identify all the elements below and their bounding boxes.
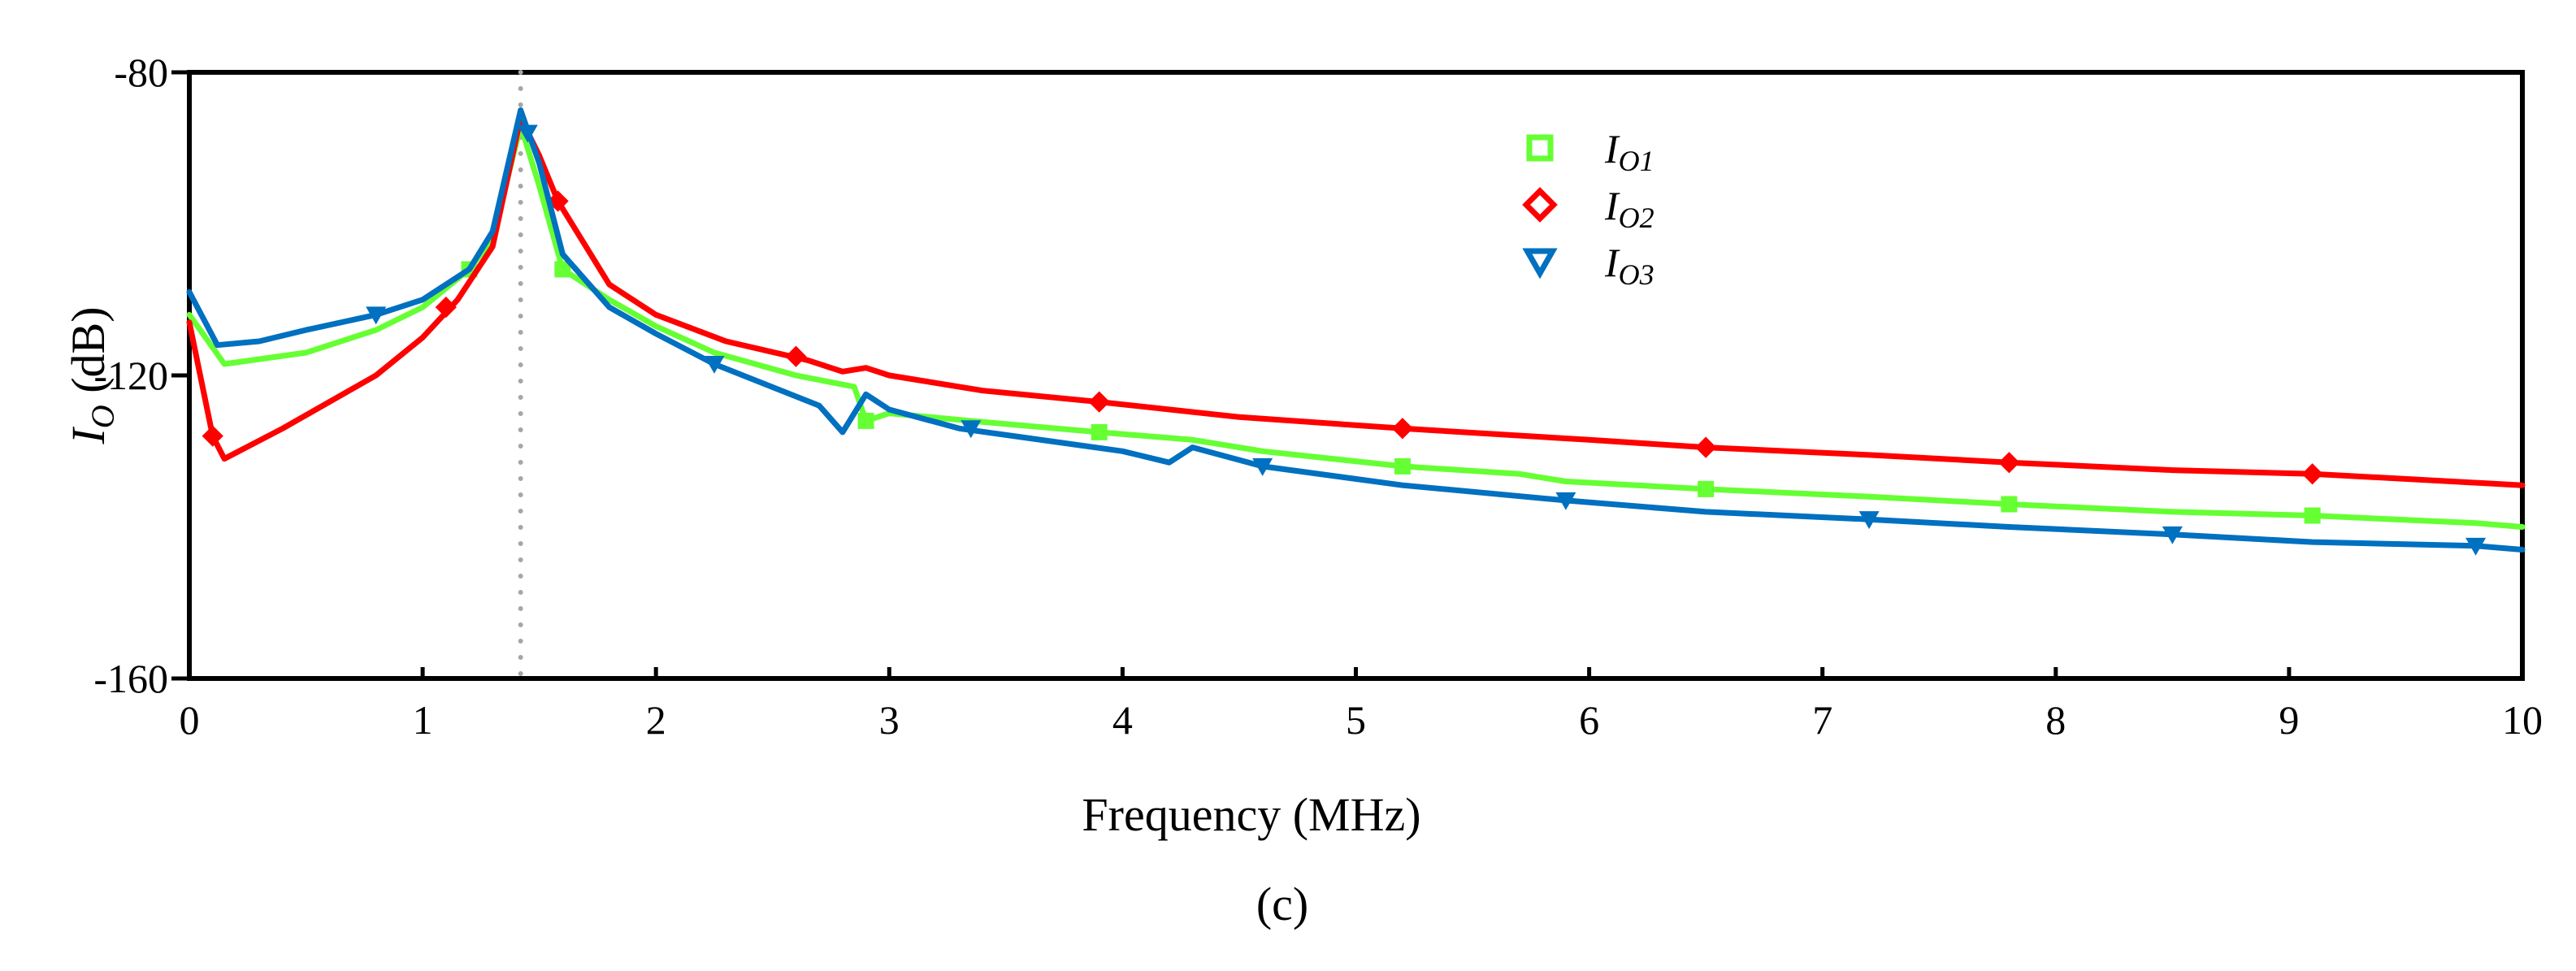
data-point-i-o3 (1252, 457, 1273, 476)
data-point-i-o2 (435, 296, 457, 319)
y-axis-title-main: I (62, 427, 115, 445)
series-layer (186, 107, 2526, 556)
legend-marker-i-o3 (1522, 248, 1558, 280)
x-tick-label: 10 (2502, 697, 2543, 743)
legend-label-i-o1: IO1 (1604, 126, 1654, 177)
x-tick-label: 3 (879, 697, 900, 743)
y-tick-label: -80 (114, 50, 168, 95)
legend-label-i-o2: IO2 (1604, 183, 1654, 234)
x-tick-label: 0 (180, 697, 200, 743)
data-point-i-o1 (1698, 480, 1715, 497)
x-tick-label: 4 (1112, 697, 1133, 743)
y-axis-title: IO (dB) (62, 306, 121, 444)
data-point-i-o2 (1391, 418, 1414, 440)
data-point-i-o2 (1998, 452, 2020, 474)
x-tick-label: 1 (413, 697, 433, 743)
x-tick-label: 6 (1579, 697, 1599, 743)
x-tick-label: 2 (646, 697, 666, 743)
data-point-i-o2 (202, 425, 223, 447)
data-point-i-o2 (785, 345, 807, 367)
data-point-i-o2 (547, 190, 569, 212)
y-tick-label: -160 (93, 656, 168, 701)
data-point-i-o2 (1695, 436, 1717, 458)
data-point-i-o3 (366, 306, 387, 325)
x-tick-label: 9 (2279, 697, 2299, 743)
data-point-i-o1 (2304, 507, 2321, 524)
data-point-i-o1 (1091, 423, 1108, 440)
data-point-i-o2 (2301, 463, 2323, 485)
data-point-i-o3 (517, 124, 538, 143)
x-tick-label: 8 (2045, 697, 2066, 743)
data-point-i-o1 (554, 261, 571, 278)
x-tick-label: 5 (1346, 697, 1366, 743)
legend-marker-i-o2 (1522, 187, 1558, 223)
data-point-i-o3 (2162, 526, 2183, 544)
legend: IO1 IO2 IO3 (1522, 126, 1654, 291)
data-point-i-o3 (1555, 492, 1576, 510)
y-tick-label: -120 (93, 353, 168, 398)
x-axis-title: Frequency (MHz) (1082, 788, 1420, 841)
tick-layer: 0 1 2 3 4 5 6 7 8 9 10 -80 -120 -160 (93, 50, 2543, 743)
data-point-i-o3 (1858, 511, 1880, 530)
plot-area (187, 70, 2525, 681)
data-point-i-o1 (1394, 457, 1411, 475)
data-point-i-o3 (704, 356, 725, 374)
y-axis-title-rest: (dB) (62, 306, 115, 405)
legend-label-i-o3: IO3 (1604, 240, 1654, 291)
data-point-i-o1 (2001, 496, 2018, 513)
x-tick-label: 7 (1812, 697, 1832, 743)
data-point-i-o2 (1088, 391, 1110, 413)
series-line-i-o3 (186, 107, 2526, 553)
data-point-i-o1 (857, 412, 874, 429)
series-i-o3 (186, 107, 2526, 556)
series-i-o2 (186, 115, 2526, 488)
chart-subtitle: (c) (1256, 878, 1308, 930)
legend-marker-i-o1 (1526, 134, 1554, 162)
data-point-i-o3 (961, 420, 982, 439)
series-line-i-o2 (186, 115, 2526, 488)
y-axis-title-sub: O (85, 405, 121, 428)
data-point-i-o3 (2465, 537, 2487, 556)
